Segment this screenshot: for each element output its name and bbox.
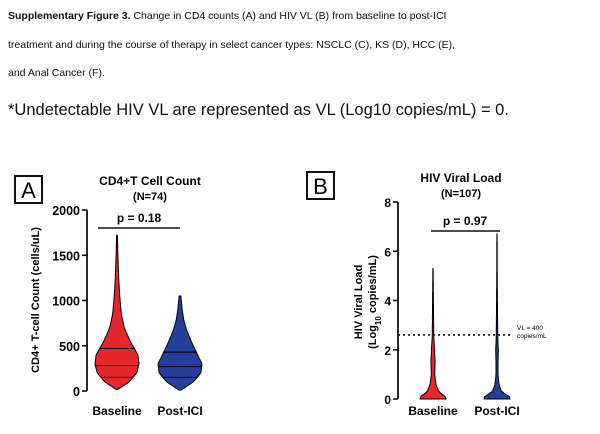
threshold-label-line-2: copies/mL xyxy=(517,333,547,340)
chart-title: CD4+T Cell Count xyxy=(99,174,201,188)
y-tick-label: 4 xyxy=(384,295,391,309)
p-value: p = 0.97 xyxy=(443,214,488,228)
y-axis: 0 500 1000 1500 2000 xyxy=(52,204,88,399)
viral-load-violin-chart: B HIV Viral Load (N=107) HIV Viral Load … xyxy=(306,171,547,418)
x-tick-label: Post-ICI xyxy=(474,404,519,418)
x-tick-label: Baseline xyxy=(92,404,142,418)
panel-a-cd4-chart: A CD4+T Cell Count (N=74) CD4+ T-cell Co… xyxy=(0,160,300,429)
violin-post-ici xyxy=(157,295,203,391)
caption-line-1-text: Change in CD4 counts (A) and HIV VL (B) … xyxy=(130,10,447,22)
y-axis-label-line-1: HIV Viral Load xyxy=(353,265,365,339)
y-tick-label: 8 xyxy=(384,196,391,210)
panel-label-box xyxy=(306,171,335,200)
x-axis-labels: Baseline Post-ICI xyxy=(408,404,519,418)
chart-subtitle: (N=107) xyxy=(441,188,481,200)
caption-line-3: and Anal Cancer (F). xyxy=(8,67,105,79)
violin-baseline xyxy=(94,234,140,390)
y-tick-label: 0 xyxy=(384,393,391,407)
y-axis-label-post: copies/mL) xyxy=(367,255,379,316)
y-tick-label: 0 xyxy=(73,385,80,399)
violin-baseline xyxy=(419,268,447,400)
panel-label: B xyxy=(313,174,328,199)
y-tick-label: 2 xyxy=(384,344,391,358)
y-axis-label-pre: (Log xyxy=(367,325,379,349)
panel-label: A xyxy=(21,178,36,203)
y-tick-label: 1500 xyxy=(52,249,80,263)
y-axis-label-line-2: (Log10 copies/mL) xyxy=(367,255,383,349)
panel-b-viral-load-chart: B HIV Viral Load (N=107) HIV Viral Load … xyxy=(300,160,600,429)
x-tick-label: Post-ICI xyxy=(157,404,202,418)
y-axis: 0 2 4 6 8 xyxy=(384,196,399,407)
x-axis-labels: Baseline Post-ICI xyxy=(92,404,202,418)
chart-subtitle: (N=74) xyxy=(133,191,167,203)
violins xyxy=(419,233,511,400)
caption-line-1: Supplementary Figure 3. Change in CD4 co… xyxy=(8,9,446,23)
undetectable-note: *Undetectable HIV VL are represented as … xyxy=(8,101,509,119)
panel-label-box xyxy=(14,175,43,204)
y-tick-label: 2000 xyxy=(52,204,80,218)
x-tick-label: Baseline xyxy=(408,404,458,418)
y-tick-label: 500 xyxy=(59,340,80,354)
y-tick-label: 1000 xyxy=(52,295,80,309)
p-value: p = 0.18 xyxy=(117,211,162,225)
y-axis-label: CD4+ T-cell Count (cells/uL) xyxy=(30,227,42,373)
violin-post-ici xyxy=(483,233,511,400)
y-tick-label: 6 xyxy=(384,245,391,259)
caption-line-2: treatment and during the course of thera… xyxy=(8,39,456,51)
y-axis-label-subscript: 10 xyxy=(374,316,383,325)
cd4-violin-chart: A CD4+T Cell Count (N=74) CD4+ T-cell Co… xyxy=(14,174,203,418)
caption-figure-label: Supplementary Figure 3. xyxy=(8,10,131,22)
threshold-label-line-1: VL = 400 xyxy=(517,325,543,332)
violins xyxy=(94,234,203,391)
chart-title: HIV Viral Load xyxy=(420,171,501,185)
